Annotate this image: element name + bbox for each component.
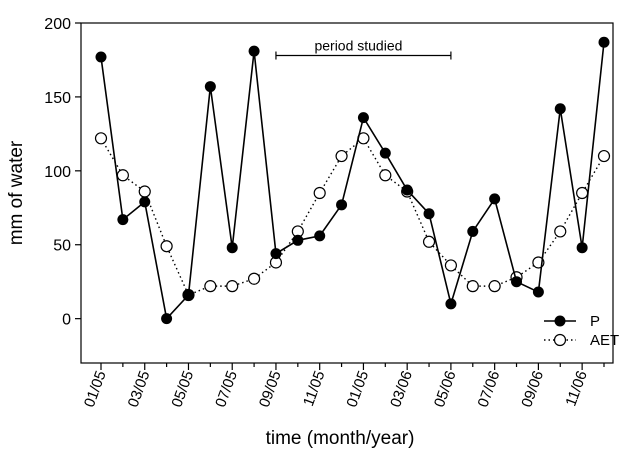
- data-point-p: [357, 112, 369, 124]
- annotation-group: period studied: [275, 38, 452, 60]
- legend-aet-marker: [553, 333, 567, 347]
- legend-p-marker: [554, 315, 566, 327]
- x-tick-label: 01/05: [81, 369, 110, 410]
- data-point-aet: [204, 280, 217, 293]
- y-axis-ticks: 0 50 100 150 200: [44, 16, 81, 329]
- data-point-p: [314, 230, 326, 242]
- data-point-aet: [466, 280, 479, 293]
- data-point-aet: [554, 225, 567, 238]
- data-point-p: [445, 298, 457, 310]
- data-point-p: [532, 286, 544, 298]
- data-point-p: [336, 199, 348, 211]
- x-axis-ticks: 01/05 03/05 05/05 07/05 09/05 11/05 01/05 03/06…: [81, 363, 605, 410]
- series-group: [94, 36, 611, 325]
- data-point-p: [270, 248, 282, 260]
- data-point-aet: [116, 169, 129, 182]
- legend: P AET: [544, 313, 619, 349]
- data-point-aet: [313, 186, 326, 200]
- data-point-p: [379, 147, 391, 159]
- legend-p-label: P: [590, 313, 600, 330]
- x-tick-label: 07/05: [212, 369, 241, 410]
- data-point-p: [401, 184, 413, 196]
- data-point-aet: [488, 280, 501, 293]
- data-point-p: [182, 289, 194, 301]
- data-point-aet: [422, 235, 436, 248]
- legend-aet-label: AET: [590, 332, 619, 349]
- data-point-p: [161, 313, 173, 325]
- data-point-aet: [94, 132, 108, 145]
- x-axis-title: time (month/year): [266, 428, 415, 449]
- x-tick-label: 09/06: [518, 369, 547, 410]
- data-point-p: [511, 276, 523, 288]
- x-tick-label: 01/05: [343, 369, 372, 410]
- data-point-p: [598, 36, 610, 48]
- data-point-p: [467, 225, 479, 237]
- data-point-p: [139, 196, 151, 208]
- y-tick-label: 100: [44, 164, 71, 181]
- data-point-p: [226, 242, 238, 254]
- x-tick-label: 11/05: [300, 369, 328, 409]
- data-point-p: [554, 103, 566, 115]
- data-point-p: [423, 208, 435, 220]
- data-point-p: [95, 51, 107, 63]
- x-tick-label: 11/06: [562, 369, 590, 409]
- data-point-aet: [138, 185, 151, 198]
- data-point-p: [576, 242, 588, 254]
- data-point-p: [248, 45, 260, 57]
- x-tick-label: 05/06: [431, 369, 460, 410]
- data-point-p: [292, 234, 304, 246]
- y-tick-label: 0: [62, 312, 71, 329]
- x-tick-label: 03/06: [387, 369, 416, 410]
- data-point-aet: [335, 149, 348, 163]
- y-tick-label: 50: [53, 238, 71, 255]
- data-point-aet: [576, 186, 589, 200]
- x-tick-label: 09/05: [256, 369, 285, 410]
- x-tick-label: 05/05: [168, 369, 197, 410]
- y-tick-label: 200: [44, 16, 71, 33]
- data-point-aet: [226, 280, 239, 293]
- data-point-aet: [379, 169, 392, 182]
- data-point-aet: [247, 272, 261, 285]
- data-point-aet: [597, 149, 611, 163]
- y-axis-title: mm of water: [6, 140, 27, 245]
- plot-frame: [80, 22, 614, 364]
- data-point-aet: [444, 259, 458, 272]
- x-tick-label: 03/05: [125, 369, 154, 410]
- data-point-aet: [160, 240, 173, 253]
- plot-area: [80, 22, 614, 364]
- data-point-p: [489, 193, 501, 205]
- period-studied-label: period studied: [314, 38, 402, 54]
- y-tick-label: 150: [44, 90, 71, 107]
- series-line-p: [100, 42, 605, 321]
- data-point-p: [204, 81, 216, 93]
- data-point-p: [117, 214, 129, 226]
- x-tick-label: 07/06: [475, 369, 504, 410]
